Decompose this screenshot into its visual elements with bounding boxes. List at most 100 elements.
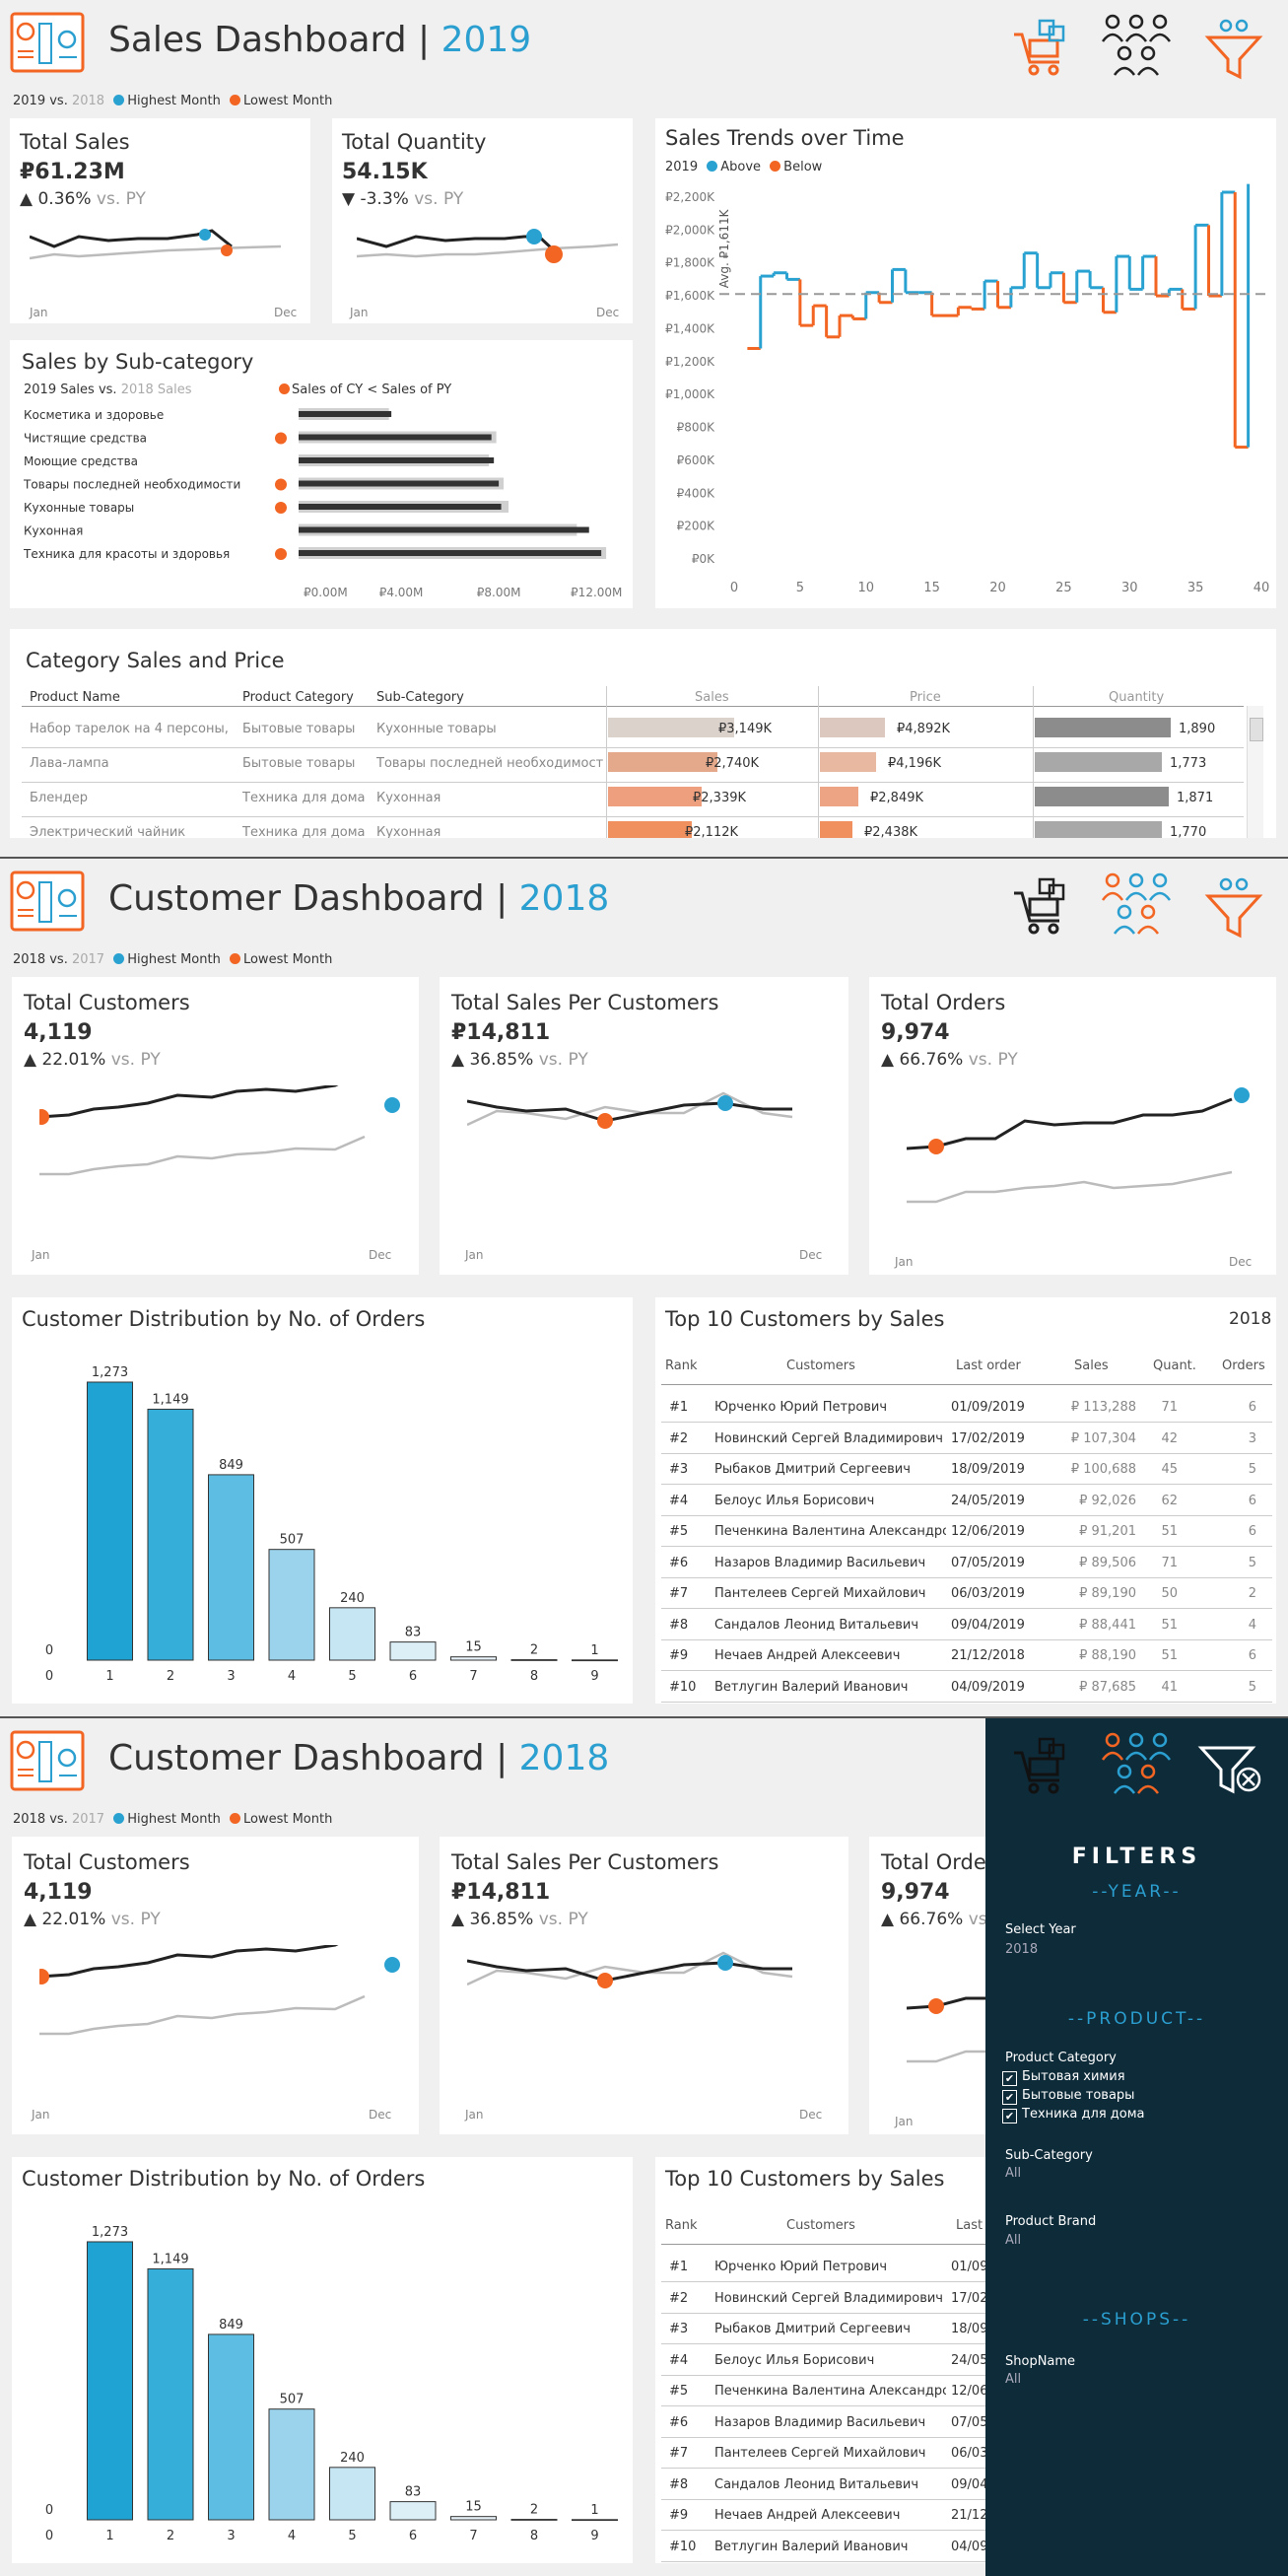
kpi-card-total-customers[interactable]: Total Customers 4,119 ▲ 22.01% vs. PY Ja… bbox=[12, 1837, 419, 2134]
col-header-customers[interactable]: Customers bbox=[786, 2218, 855, 2233]
col-header-rank[interactable]: Rank bbox=[665, 2218, 698, 2233]
distribution-bar[interactable] bbox=[208, 2333, 254, 2521]
subcat-bar-cy[interactable] bbox=[299, 504, 502, 510]
cell-orders: 5 bbox=[1248, 1462, 1256, 1477]
distribution-bar[interactable] bbox=[510, 2519, 558, 2521]
cell-sales: ₽ 107,304 bbox=[1070, 1430, 1136, 1446]
subcat-bar-cy[interactable] bbox=[299, 411, 392, 417]
distribution-bar[interactable] bbox=[329, 2467, 375, 2521]
col-header-quantity[interactable]: Quant. bbox=[1153, 1358, 1196, 1373]
col-header-orders[interactable]: Orders bbox=[1222, 1358, 1265, 1373]
distribution-bar[interactable] bbox=[572, 1659, 618, 1662]
checkbox-checked-icon[interactable]: ✔ bbox=[1002, 2090, 1017, 2105]
subcat-bar-cy[interactable] bbox=[299, 526, 589, 533]
distribution-bar[interactable] bbox=[389, 2501, 437, 2521]
table-row-divider bbox=[661, 1484, 1272, 1485]
kpi-card-sales-per-customer[interactable]: Total Sales Per Customers ₽14,811 ▲ 36.8… bbox=[440, 977, 848, 1275]
sales-nav-cart-icon[interactable] bbox=[1010, 15, 1069, 80]
subcat-bar-cy[interactable] bbox=[299, 434, 492, 441]
cell-last-order: 21/12/2018 bbox=[951, 1648, 1025, 1663]
kpi-card-total-customers[interactable]: Total Customers 4,119 ▲ 22.01% vs. PY Ja… bbox=[12, 977, 419, 1275]
kpi-sparkline bbox=[39, 1945, 400, 2036]
cell-rank: #4 bbox=[669, 2352, 689, 2368]
category-checkbox-2[interactable]: ✔ Техника для дома bbox=[1002, 2107, 1145, 2123]
distribution-bar[interactable] bbox=[268, 2408, 315, 2521]
sub-category-dropdown[interactable]: All bbox=[1005, 2166, 1022, 2181]
distribution-bar[interactable] bbox=[329, 1607, 375, 1661]
highest-month-dot bbox=[113, 95, 125, 105]
distribution-bar[interactable] bbox=[87, 1381, 133, 1661]
cell-product-category: Бытовые товары bbox=[242, 756, 356, 771]
distribution-bar[interactable] bbox=[147, 2267, 194, 2521]
kpi-card-sales-per-customer[interactable]: Total Sales Per Customers ₽14,811 ▲ 36.8… bbox=[440, 1837, 848, 2134]
distribution-bar[interactable] bbox=[510, 1659, 558, 1661]
product-brand-dropdown[interactable]: All bbox=[1005, 2233, 1022, 2248]
col-header-sub-category[interactable]: Sub-Category bbox=[376, 690, 464, 705]
col-header-last-order[interactable]: Last order bbox=[956, 1358, 1021, 1373]
cell-quantity: 51 bbox=[1161, 1524, 1178, 1539]
distribution-bar-label: 15 bbox=[465, 1640, 482, 1655]
category-checkbox-1[interactable]: ✔ Бытовые товары bbox=[1002, 2088, 1134, 2105]
cell-sub-category: Кухонные товары bbox=[376, 722, 497, 736]
col-header-customers[interactable]: Customers bbox=[786, 1358, 855, 1373]
distribution-bar[interactable] bbox=[572, 2519, 618, 2522]
customers-nav-icon[interactable] bbox=[1099, 1730, 1174, 1799]
subcat-category-label: Кухонная bbox=[24, 524, 83, 538]
cell-orders: 3 bbox=[1248, 1430, 1256, 1446]
dashboard-logo-icon bbox=[10, 12, 85, 73]
distribution-x-tick: 8 bbox=[530, 2529, 538, 2543]
distribution-x-tick: 0 bbox=[45, 2529, 53, 2543]
sparkline-end-label: Dec bbox=[799, 1248, 823, 1262]
sales-nav-cart-icon[interactable] bbox=[1010, 1733, 1069, 1798]
kpi-card-total-sales[interactable]: Total Sales ₽61.23M ▲ 0.36% vs. PY Jan D… bbox=[10, 118, 310, 323]
table-row-divider bbox=[661, 1576, 1272, 1578]
col-header-rank[interactable]: Rank bbox=[665, 1358, 698, 1373]
subcat-marker-legend: Sales of CY < Sales of PY bbox=[274, 383, 451, 397]
close-filters-icon[interactable] bbox=[1197, 1736, 1266, 1799]
col-header-product-category[interactable]: Product Category bbox=[242, 690, 354, 705]
subcat-bar-cy[interactable] bbox=[299, 550, 602, 556]
select-year-dropdown[interactable]: 2018 bbox=[1005, 1942, 1039, 1957]
cell-last-order: 09/04/2019 bbox=[951, 1617, 1025, 1633]
col-header-sales[interactable]: Sales bbox=[695, 690, 729, 705]
customers-nav-icon[interactable] bbox=[1099, 12, 1174, 81]
distribution-bar[interactable] bbox=[87, 2241, 133, 2521]
customers-nav-icon[interactable] bbox=[1099, 870, 1174, 940]
filter-funnel-icon[interactable] bbox=[1204, 18, 1263, 81]
distribution-x-tick: 4 bbox=[288, 2529, 296, 2543]
distribution-bar[interactable] bbox=[147, 1408, 194, 1661]
distribution-bar-label: 240 bbox=[340, 1591, 365, 1606]
distribution-bar[interactable] bbox=[208, 1474, 254, 1661]
distribution-bar[interactable] bbox=[389, 1641, 437, 1661]
cell-rank: #10 bbox=[669, 2539, 697, 2554]
kpi-change: ▲ 22.01% vs. PY bbox=[24, 1050, 161, 1070]
sparkline-end-label: Dec bbox=[369, 1248, 392, 1262]
cell-rank: #8 bbox=[669, 1617, 689, 1633]
col-header-price[interactable]: Price bbox=[910, 690, 941, 705]
subcat-category-label: Товары последней необходимости bbox=[23, 478, 240, 492]
cell-rank: #7 bbox=[669, 2446, 689, 2461]
kpi-card-total-quantity[interactable]: Total Quantity 54.15K ▼ -3.3% vs. PY Jan… bbox=[332, 118, 633, 323]
subcat-bar-cy[interactable] bbox=[299, 457, 495, 463]
sparkline-end-label: Dec bbox=[369, 2108, 392, 2122]
filter-funnel-icon[interactable] bbox=[1204, 876, 1263, 940]
customer-legend: 2018 vs. 2017 Highest Month Lowest Month bbox=[13, 1812, 333, 1827]
kpi-card-total-orders[interactable]: Total Orders 9,974 ▲ 66.76% vs. PY Jan D… bbox=[869, 977, 1276, 1275]
subcat-bar-cy[interactable] bbox=[299, 480, 500, 487]
distribution-bar[interactable] bbox=[450, 1656, 497, 1661]
checkbox-checked-icon[interactable]: ✔ bbox=[1002, 2071, 1017, 2086]
col-header-sales[interactable]: Sales bbox=[1074, 1358, 1109, 1373]
table-scrollbar[interactable] bbox=[1247, 706, 1263, 838]
category-checkbox-0[interactable]: ✔ Бытовая химия bbox=[1002, 2069, 1125, 2086]
col-header-product-name[interactable]: Product Name bbox=[30, 690, 120, 705]
cell-sales: ₽ 89,506 bbox=[1079, 1555, 1136, 1570]
checkbox-checked-icon[interactable]: ✔ bbox=[1002, 2109, 1017, 2123]
col-header-quantity[interactable]: Quantity bbox=[1109, 690, 1165, 705]
distribution-bar[interactable] bbox=[450, 2516, 497, 2521]
shop-name-dropdown[interactable]: All bbox=[1005, 2372, 1022, 2387]
cell-orders: 2 bbox=[1248, 1586, 1256, 1601]
distribution-bar[interactable] bbox=[268, 1549, 315, 1661]
sales-nav-cart-icon[interactable] bbox=[1010, 873, 1069, 939]
kpi-value: ₽14,811 bbox=[451, 1020, 551, 1045]
scrollbar-thumb[interactable] bbox=[1250, 718, 1263, 741]
